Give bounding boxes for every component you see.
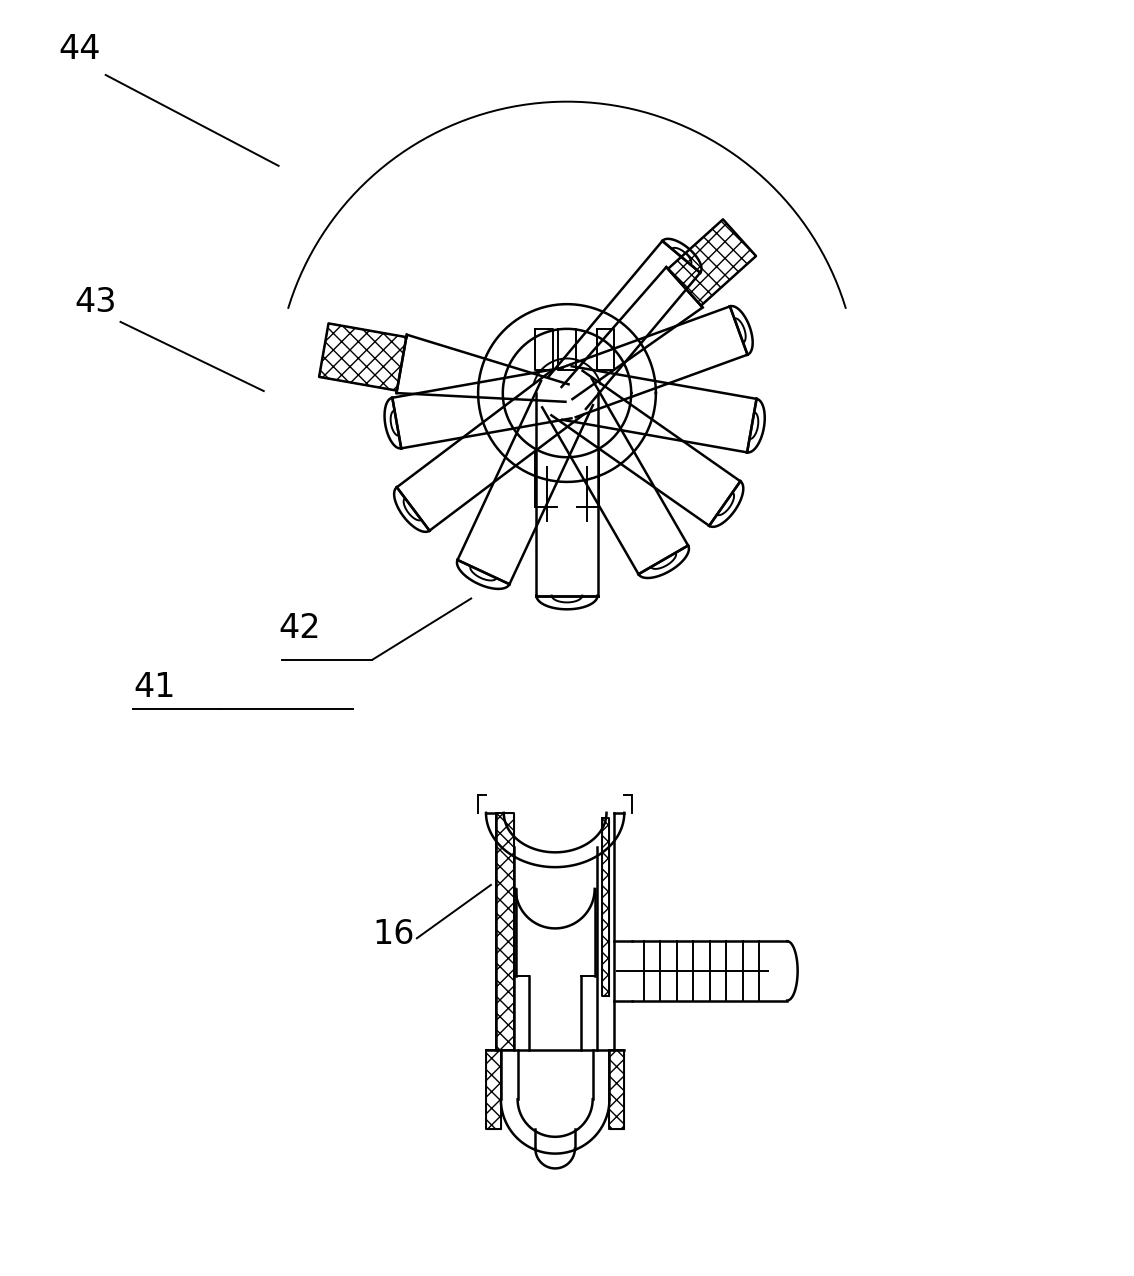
- Text: 16: 16: [372, 919, 415, 951]
- Text: 42: 42: [279, 612, 321, 644]
- Text: 41: 41: [134, 671, 176, 704]
- Text: 44: 44: [58, 33, 101, 66]
- Text: 43: 43: [74, 286, 117, 319]
